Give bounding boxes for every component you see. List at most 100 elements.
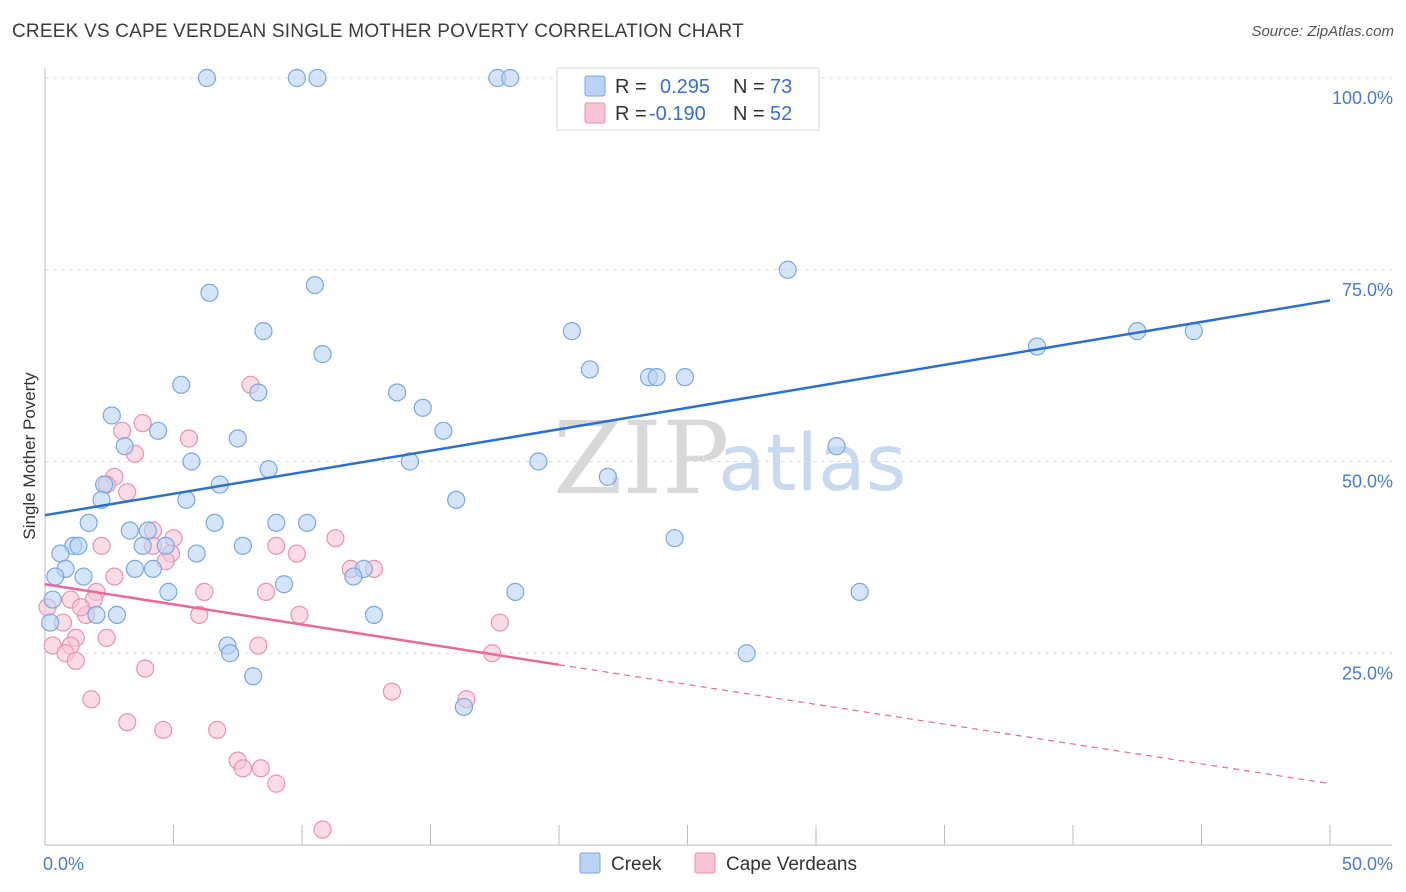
- legend-r-value-2: -0.190: [649, 103, 706, 125]
- creek-point-45: [69, 536, 88, 555]
- creek-point-43: [298, 513, 317, 532]
- creek-point-69: [737, 644, 756, 663]
- creek-point-72: [41, 613, 60, 632]
- creek-point-62: [46, 567, 65, 586]
- creek-point-63: [87, 605, 106, 625]
- cape-verdeans-point-44: [208, 720, 227, 740]
- chart-title: CREEK VS CAPE VERDEAN SINGLE MOTHER POVE…: [12, 21, 744, 42]
- gridlines: [45, 77, 1392, 654]
- trend-lines: [44, 299, 1331, 785]
- cape-verdeans-point-22: [256, 582, 276, 601]
- cape-verdeans-point-3: [179, 429, 199, 448]
- creek-point-31: [827, 437, 846, 456]
- creek-point-58: [344, 567, 363, 586]
- cape-verdeans-point-28: [290, 605, 309, 625]
- y-tick-label-3: 100.0%: [1332, 88, 1393, 108]
- bottom-legend: Creek Cape Verdeans: [579, 852, 857, 875]
- cape-verdeans-point-38: [66, 651, 85, 671]
- creek-point-51: [51, 544, 70, 563]
- y-tick-label-2: 75.0%: [1342, 280, 1393, 300]
- watermark-zip: ZIP: [553, 400, 729, 517]
- legend-swatch-cape: [584, 102, 606, 124]
- creek-point-53: [74, 567, 93, 586]
- cape-verdeans-points: [38, 375, 509, 839]
- cape-verdeans-point-43: [118, 713, 137, 732]
- cape-verdeans-point-47: [233, 759, 252, 778]
- y-tick-label-0: 25.0%: [1342, 663, 1393, 683]
- legend-swatch-creek: [584, 75, 606, 97]
- creek-point-56: [274, 575, 294, 594]
- cape-verdeans-point-39: [136, 659, 155, 678]
- creek-point-16: [647, 368, 666, 387]
- creek-point-55: [143, 559, 163, 578]
- creek-point-70: [454, 697, 474, 717]
- creek-point-22: [434, 421, 453, 440]
- cape-verdeans-point-32: [97, 628, 116, 648]
- creek-point-7: [200, 283, 219, 302]
- source-label: Source: ZipAtlas.com: [1251, 23, 1394, 40]
- creek-point-33: [95, 475, 114, 494]
- cape-verdeans-point-2: [112, 421, 132, 440]
- axes: [44, 68, 1392, 846]
- creek-point-49: [233, 536, 252, 555]
- creek-point-14: [580, 360, 599, 379]
- creek-point-0: [197, 68, 217, 88]
- creek-point-19: [249, 383, 268, 402]
- cape-verdeans-point-48: [251, 759, 270, 778]
- cape-verdeans-point-45: [154, 720, 173, 740]
- legend: R = 0.295 N = 73 R = -0.190 N = 52: [556, 67, 820, 131]
- creek-point-17: [675, 368, 695, 387]
- creek-point-46: [133, 536, 152, 555]
- creek-point-41: [205, 513, 224, 532]
- cape-verdeans-point-1: [133, 414, 152, 433]
- creek-point-71: [43, 590, 62, 609]
- creek-point-8: [254, 322, 273, 341]
- creek-point-20: [387, 383, 407, 402]
- creek-point-27: [182, 452, 201, 471]
- creek-points: [41, 68, 1203, 717]
- creek-point-37: [447, 490, 466, 509]
- tick-labels: 25.0% 50.0% 75.0% 100.0% 0.0% 50.0%: [43, 88, 1393, 874]
- creek-point-12: [1027, 337, 1047, 356]
- cape-verdeans-point-34: [249, 636, 268, 655]
- cape-verdeans-point-19: [105, 567, 124, 586]
- legend-r-label-2: R =: [615, 103, 647, 125]
- cape-verdeans-point-9: [326, 529, 345, 548]
- creek-point-39: [120, 521, 139, 540]
- cape-verdeans-point-15: [287, 544, 306, 563]
- y-tick-label-1: 50.0%: [1342, 472, 1393, 492]
- creek-point-9: [313, 345, 332, 364]
- creek-point-36: [177, 490, 196, 509]
- cape-verdeans-point-13: [92, 536, 111, 555]
- watermark-atlas: atlas: [718, 419, 907, 509]
- cape-verdeans-trend-line: [44, 582, 560, 666]
- creek-point-61: [159, 582, 178, 601]
- creek-point-54: [125, 559, 145, 578]
- cape-verdeans-point-41: [82, 690, 101, 709]
- creek-point-30: [529, 452, 548, 471]
- creek-point-21: [413, 398, 432, 417]
- cape-verdeans-point-29: [490, 613, 509, 632]
- cape-verdeans-point-26: [71, 598, 91, 617]
- creek-point-25: [148, 421, 168, 440]
- creek-point-5: [778, 260, 797, 279]
- cape-verdeans-point-50: [313, 820, 332, 839]
- cape-verdeans-trend-extension: [558, 664, 1331, 785]
- creek-point-60: [850, 582, 869, 601]
- creek-point-18: [172, 375, 191, 394]
- creek-point-24: [115, 437, 134, 456]
- creek-point-47: [156, 536, 175, 555]
- legend-n-value-2: 52: [770, 103, 792, 125]
- creek-point-2: [308, 68, 327, 88]
- x-tick-label-1: 50.0%: [1342, 854, 1393, 874]
- legend-r-label-1: R =: [615, 76, 647, 98]
- creek-point-1: [287, 68, 306, 88]
- creek-point-40: [138, 521, 157, 540]
- creek-point-42: [267, 513, 286, 532]
- creek-point-10: [562, 322, 581, 341]
- creek-point-65: [364, 605, 384, 625]
- creek-point-68: [244, 667, 263, 686]
- legend-n-value-1: 73: [770, 76, 792, 98]
- cape-verdeans-point-12: [267, 536, 286, 555]
